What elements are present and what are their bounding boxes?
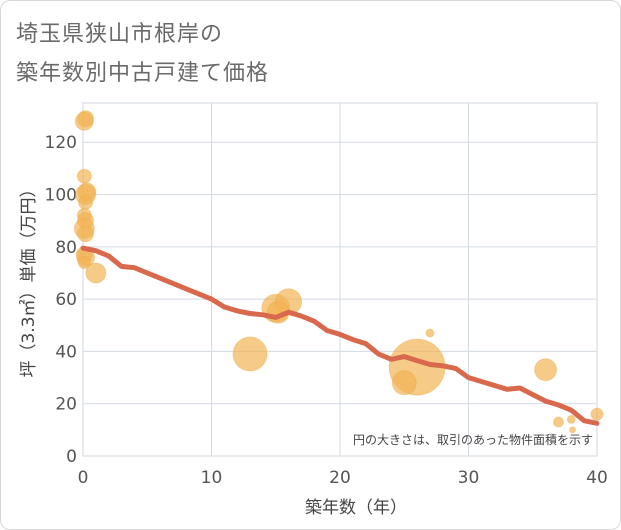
scatter-point [85,262,107,284]
scatter-point [534,358,558,382]
chart-title-line-2: 築年数別中古戸建て価格 [16,61,270,86]
y-tick-label: 20 [55,395,77,415]
x-tick-label: 0 [78,468,89,488]
x-tick-label: 20 [329,468,351,488]
scatter-point [569,426,577,434]
trend-line [80,245,600,426]
scatter-point [77,256,91,270]
scatter-point [590,407,604,421]
scatter-point [425,328,435,338]
scatter-point [391,370,417,396]
x-tick-label: 30 [458,468,480,488]
scatter-point [77,225,95,243]
scatter-point [552,416,564,428]
y-tick-label: 40 [55,342,77,362]
size-note: 円の大きさは、取引のあった物件面積を示す [353,432,593,447]
x-tick-label: 10 [201,468,223,488]
y-tick-label: 120 [45,133,77,153]
scatter-point [78,194,94,210]
scatter-point [232,336,268,372]
scatter-point [74,111,94,131]
chart-title-line-1: 埼玉県狭山市根岸の [16,22,224,47]
x-axis-label: 築年数（年） [305,498,407,518]
y-axis-label: 坪（3.3㎡）単価（万円） [19,180,39,377]
x-tick-label: 40 [586,468,608,488]
y-tick-label: 80 [55,238,77,258]
y-tick-label: 0 [66,447,77,467]
scatter-point [566,414,576,424]
y-tick-label: 100 [45,186,77,206]
scatter-point [76,168,92,184]
y-tick-label: 60 [55,290,77,310]
